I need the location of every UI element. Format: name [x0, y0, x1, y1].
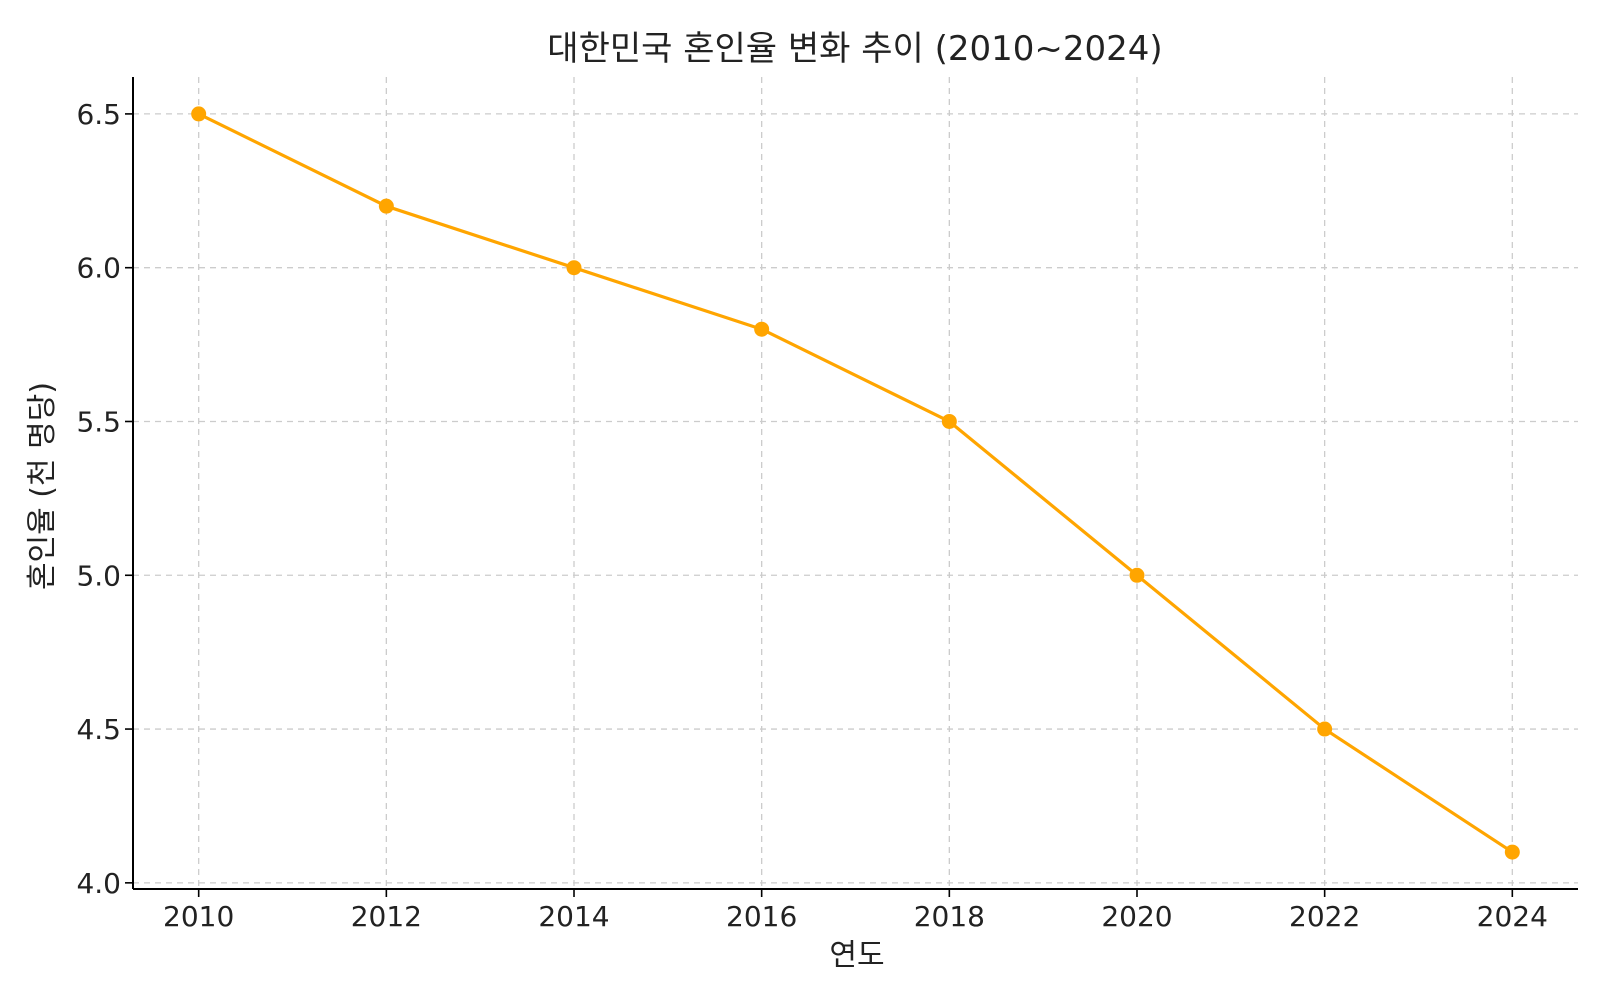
x-tick-label: 2020 — [1101, 900, 1172, 933]
x-axis-label: 연도 — [829, 938, 884, 973]
x-tick-label: 2022 — [1289, 900, 1360, 933]
axes — [125, 77, 1578, 897]
y-tick-label: 4.5 — [76, 713, 121, 746]
data-point-2016 — [754, 321, 770, 337]
data-point-2010 — [191, 106, 207, 122]
data-point-2022 — [1317, 721, 1333, 737]
x-tick-label: 2012 — [351, 900, 422, 933]
data-point-2012 — [378, 198, 394, 214]
tick-labels: 2010 2012 2014 2016 2018 2020 2022 2024 4.0 4.5 5.… — [76, 98, 1547, 933]
series — [191, 106, 1520, 860]
x-tick-label: 2018 — [914, 900, 985, 933]
x-tick-label: 2016 — [726, 900, 797, 933]
x-tick-label: 2010 — [163, 900, 234, 933]
data-point-2014 — [566, 260, 582, 276]
y-axis-label: 혼인율 (천 명당) — [25, 382, 60, 590]
series-line — [197, 112, 1514, 854]
data-point-2020 — [1129, 567, 1145, 583]
data-point-2018 — [941, 413, 957, 429]
y-tick-label: 5.0 — [76, 559, 121, 592]
y-tick-label: 5.5 — [76, 405, 121, 438]
x-tick-label: 2024 — [1477, 900, 1548, 933]
y-tick-label: 6.0 — [76, 252, 121, 285]
data-point-2024 — [1504, 844, 1520, 860]
chart-title: 대한민국 혼인율 변화 추이 (2010~2024) — [547, 29, 1162, 69]
y-tick-label: 6.5 — [76, 98, 121, 131]
y-tick-label: 4.0 — [76, 867, 121, 900]
gridlines — [133, 77, 1578, 889]
x-tick-label: 2014 — [538, 900, 609, 933]
